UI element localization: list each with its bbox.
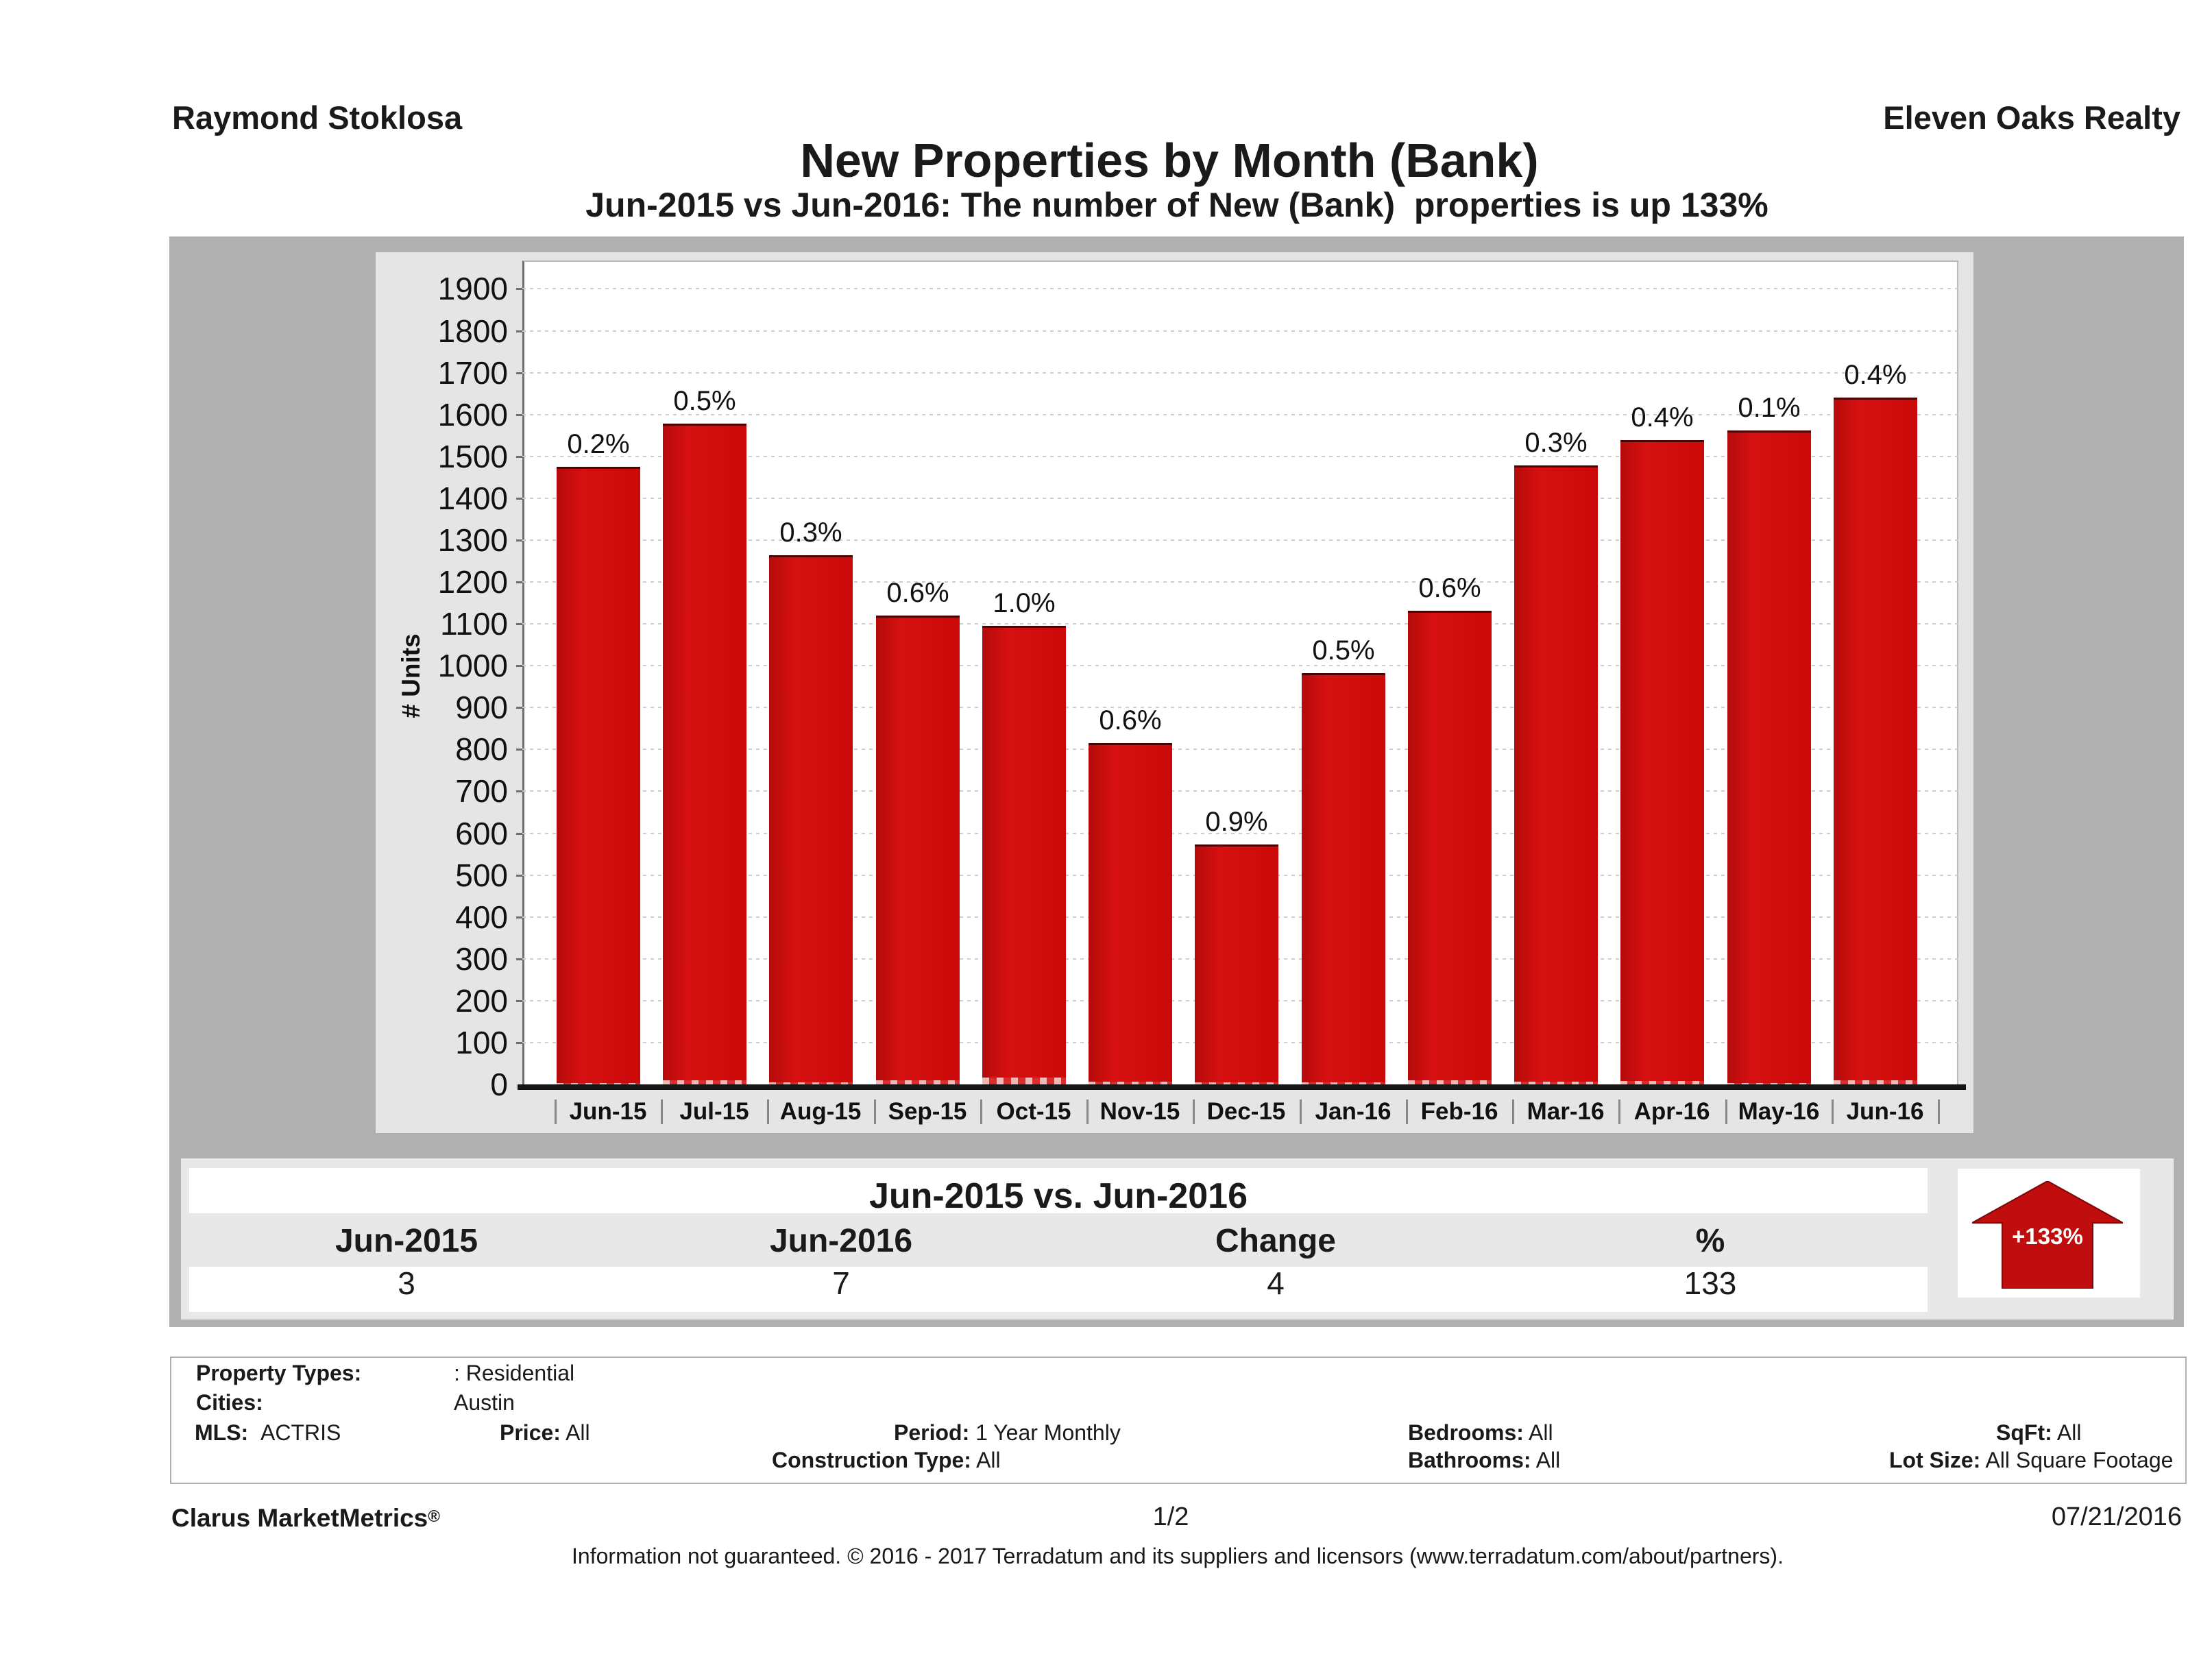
svg-text:+133%: +133% [2012, 1224, 2083, 1249]
